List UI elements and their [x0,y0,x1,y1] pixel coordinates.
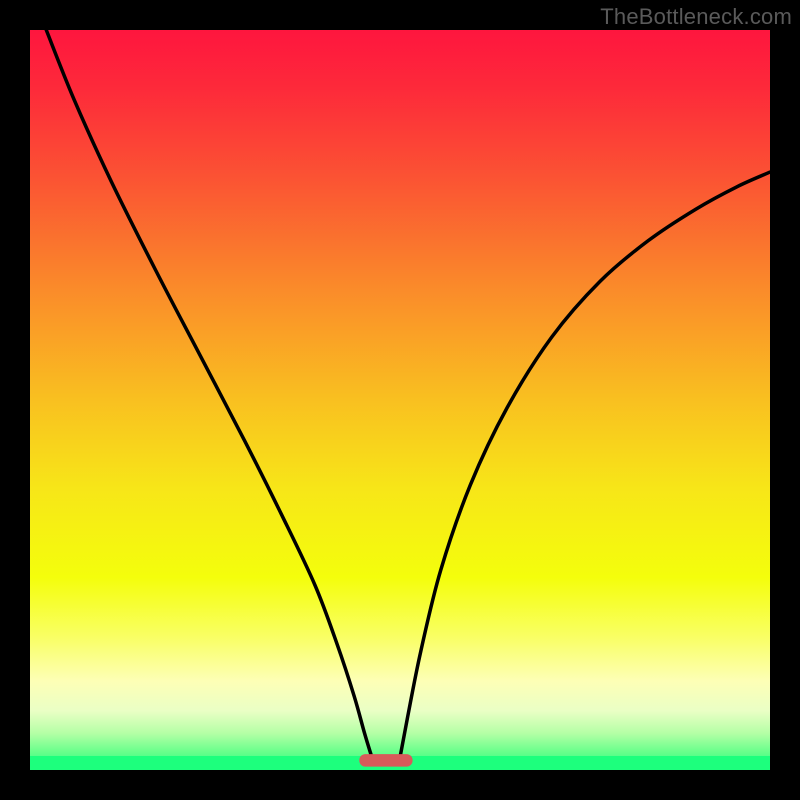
vertex-marker [359,754,412,767]
watermark-label: TheBottleneck.com [600,4,792,30]
chart-stage: TheBottleneck.com [0,0,800,800]
plot-area [30,30,770,770]
chart-svg [0,0,800,800]
gradient-background [30,30,770,770]
